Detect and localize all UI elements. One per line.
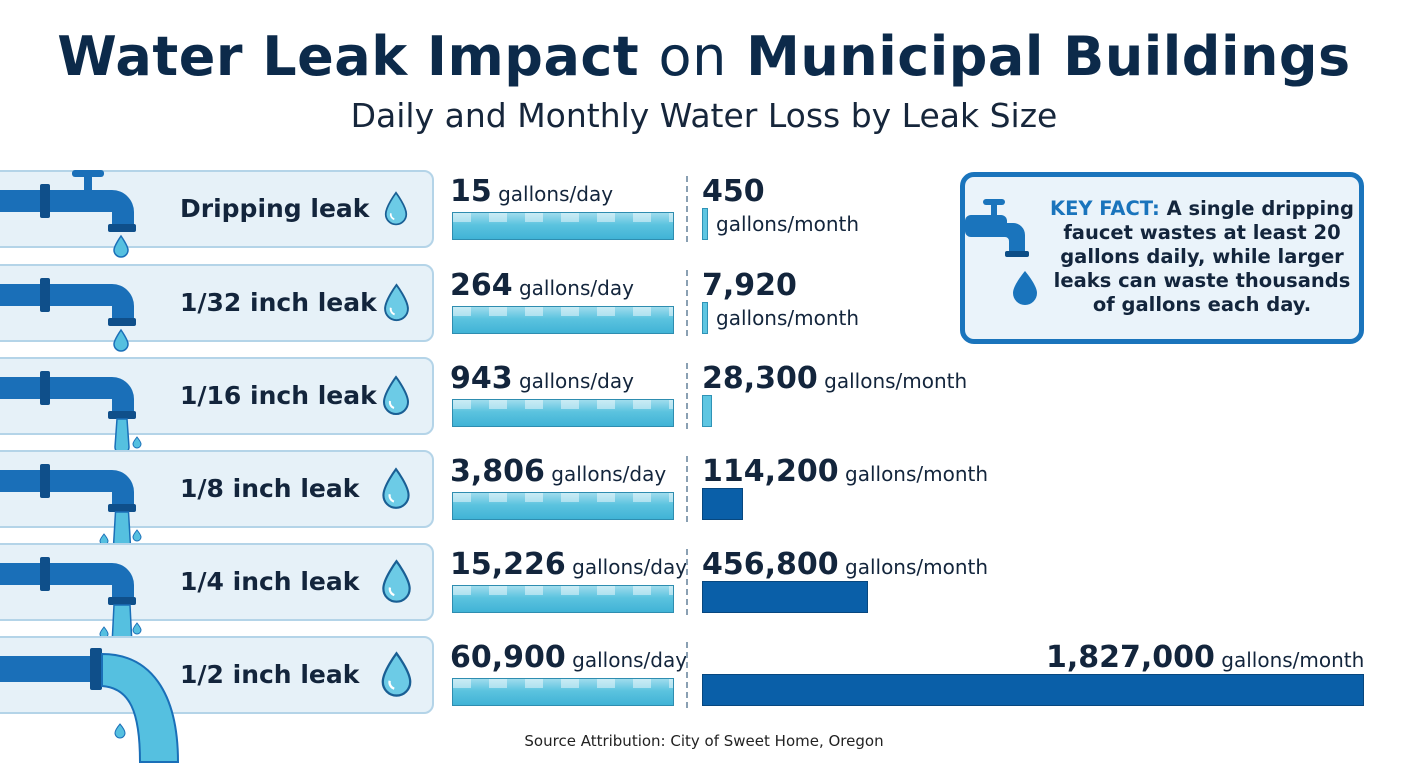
water-drop-icon <box>382 467 410 509</box>
month-value-unit: gallons/month <box>838 462 989 486</box>
month-value-number: 114,200 <box>702 454 839 489</box>
day-value-unit: gallons/day <box>512 369 634 393</box>
month-value-label: 1,827,000 gallons/month <box>1046 640 1364 675</box>
leak-size-label: 1/8 inch leak <box>180 474 360 503</box>
month-value-label: 114,200 gallons/month <box>702 454 988 489</box>
month-value-label: 7,920 gallons/month <box>702 268 1002 338</box>
month-value-number: 450 <box>702 174 765 209</box>
daily-loss-bar <box>452 492 674 520</box>
daily-loss-bar <box>452 585 674 613</box>
source-attribution: Source Attribution: City of Sweet Home, … <box>524 732 884 750</box>
monthly-loss-bar <box>702 302 708 334</box>
key-fact-box: KEY FACT: A single dripping faucet waste… <box>960 172 1364 344</box>
key-fact-body: A single dripping faucet wastes at least… <box>1053 197 1355 316</box>
monthly-loss-bar <box>702 674 1364 706</box>
day-value-label: 943 gallons/day <box>450 361 634 396</box>
daily-loss-bar <box>452 399 674 427</box>
column-divider <box>686 270 690 336</box>
month-value-number: 456,800 <box>702 547 839 582</box>
water-drop-icon <box>381 651 411 697</box>
day-value-label: 3,806 gallons/day <box>450 454 666 489</box>
month-value-unit: gallons/month <box>1214 648 1365 672</box>
month-value-unit: gallons/month <box>817 369 968 393</box>
leak-size-label: Dripping leak <box>180 194 370 223</box>
faucet-drop-icon <box>965 199 1037 305</box>
day-value-number: 15 <box>450 174 492 209</box>
water-texture <box>453 307 673 316</box>
leak-size-label: 1/32 inch leak <box>180 288 377 317</box>
day-value-unit: gallons/day <box>565 555 688 579</box>
water-texture <box>453 586 673 595</box>
water-texture <box>453 493 673 502</box>
day-value-number: 60,900 <box>450 640 566 675</box>
column-divider <box>686 642 690 708</box>
month-value-number: 1,827,000 <box>1046 640 1215 675</box>
monthly-loss-bar <box>702 581 868 613</box>
pipe-faucet-icon <box>0 648 180 763</box>
column-divider <box>686 176 690 242</box>
monthly-loss-bar <box>702 488 743 520</box>
water-texture <box>453 400 673 409</box>
column-divider <box>686 549 690 615</box>
daily-loss-bar <box>452 678 674 706</box>
daily-loss-bar <box>452 306 674 334</box>
month-value-unit: gallons/month <box>716 306 860 330</box>
leak-size-label: 1/16 inch leak <box>180 381 377 410</box>
title-part-1: Water Leak Impact <box>57 25 640 88</box>
page-subtitle: Daily and Monthly Water Loss by Leak Siz… <box>350 96 1058 135</box>
month-value-number: 28,300 <box>702 361 818 396</box>
column-divider <box>686 363 690 429</box>
daily-loss-bar <box>452 212 674 240</box>
day-value-unit: gallons/day <box>491 182 614 206</box>
day-value-label: 15,226 gallons/day <box>450 547 687 582</box>
title-part-3: Municipal Buildings <box>746 25 1351 88</box>
key-fact-text: KEY FACT: A single dripping faucet waste… <box>1043 197 1361 317</box>
monthly-loss-bar <box>702 395 712 427</box>
pipe-faucet-icon <box>0 464 142 556</box>
month-value-unit: gallons/month <box>716 212 860 236</box>
leak-size-label: 1/4 inch leak <box>180 567 360 596</box>
day-value-label: 264 gallons/day <box>450 268 634 303</box>
leak-row-panel <box>0 636 434 714</box>
monthly-loss-bar <box>702 208 708 240</box>
month-value-label: 450 gallons/month <box>702 174 1002 244</box>
water-texture <box>453 679 673 688</box>
water-drop-icon <box>384 191 408 226</box>
day-value-unit: gallons/day <box>544 462 667 486</box>
month-value-label: 28,300 gallons/month <box>702 361 967 396</box>
title-part-2: on <box>658 25 727 88</box>
day-value-label: 60,900 gallons/day <box>450 640 687 675</box>
month-value-label: 456,800 gallons/month <box>702 547 988 582</box>
pipe-faucet-icon <box>0 371 142 455</box>
day-value-number: 15,226 <box>450 547 566 582</box>
page-title: Water Leak Impact on Municipal Buildings <box>0 24 1408 90</box>
day-value-unit: gallons/day <box>512 276 634 300</box>
pipe-faucet-icon <box>0 170 136 258</box>
water-drop-icon <box>382 375 410 415</box>
water-drop-icon <box>383 283 409 322</box>
day-value-number: 264 <box>450 268 513 303</box>
pipe-faucet-icon <box>0 278 136 352</box>
day-value-number: 943 <box>450 361 513 396</box>
month-value-unit: gallons/month <box>838 555 989 579</box>
day-value-unit: gallons/day <box>565 648 688 672</box>
day-value-label: 15 gallons/day <box>450 174 613 209</box>
day-value-number: 3,806 <box>450 454 545 489</box>
month-value-number: 7,920 <box>702 268 797 303</box>
water-drop-icon <box>381 559 411 603</box>
water-texture <box>453 213 673 222</box>
leak-size-label: 1/2 inch leak <box>180 660 360 689</box>
key-fact-label: KEY FACT: <box>1049 197 1160 220</box>
column-divider <box>686 456 690 522</box>
